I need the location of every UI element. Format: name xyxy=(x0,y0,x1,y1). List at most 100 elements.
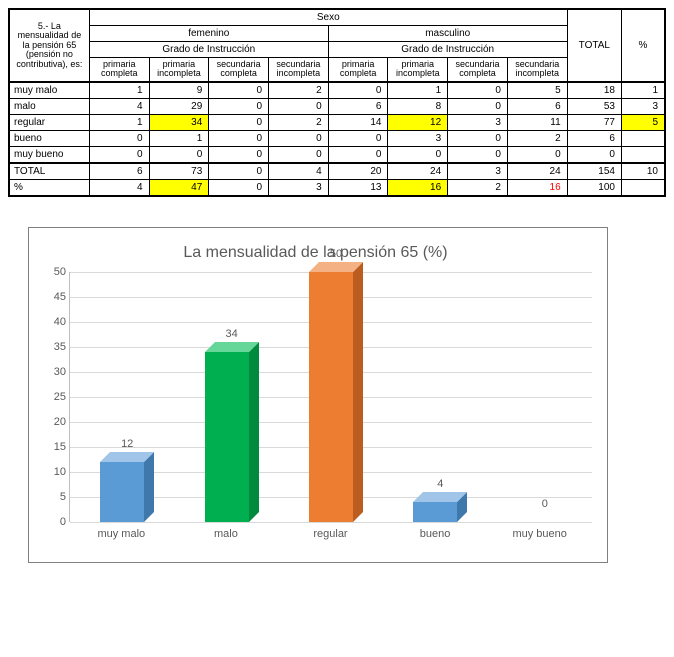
grado-fem: Grado de Instrucción xyxy=(89,42,328,58)
data-cell: 0 xyxy=(448,82,508,99)
x-tick-label: muy bueno xyxy=(508,522,572,552)
x-tick-label: muy malo xyxy=(89,522,153,552)
row-label: bueno xyxy=(9,130,89,146)
x-tick-label: bueno xyxy=(403,522,467,552)
sexo-header: Sexo xyxy=(89,9,567,26)
data-cell: 0 xyxy=(448,98,508,114)
data-cell: 3 xyxy=(448,163,508,180)
data-cell: 29 xyxy=(149,98,209,114)
data-cell: 0 xyxy=(209,98,269,114)
masc-header: masculino xyxy=(328,26,567,42)
row-pct xyxy=(621,130,665,146)
bar: 4 xyxy=(413,502,457,522)
bar-value-label: 12 xyxy=(100,438,154,450)
bar-value-label: 50 xyxy=(309,248,363,260)
y-tick: 20 xyxy=(42,416,66,428)
edu-col-header: primaria completa xyxy=(328,58,388,82)
y-tick: 35 xyxy=(42,341,66,353)
data-cell: 0 xyxy=(209,146,269,163)
y-tick: 45 xyxy=(42,291,66,303)
data-cell: 16 xyxy=(388,179,448,196)
edu-col-header: secundaria incompleta xyxy=(507,58,567,82)
edu-col-header: secundaria completa xyxy=(448,58,508,82)
data-cell: 0 xyxy=(209,163,269,180)
data-cell: 8 xyxy=(388,98,448,114)
x-tick-label: malo xyxy=(194,522,258,552)
data-cell: 14 xyxy=(328,114,388,130)
pct-header: % xyxy=(621,9,665,82)
data-cell: 0 xyxy=(269,146,329,163)
edu-col-header: primaria incompleta xyxy=(388,58,448,82)
data-cell: 4 xyxy=(89,179,149,196)
data-cell: 0 xyxy=(269,98,329,114)
y-tick: 40 xyxy=(42,316,66,328)
row-total: 77 xyxy=(567,114,621,130)
y-tick: 10 xyxy=(42,466,66,478)
data-cell: 1 xyxy=(149,130,209,146)
edu-col-header: primaria incompleta xyxy=(149,58,209,82)
row-pct xyxy=(621,146,665,163)
data-cell: 0 xyxy=(388,146,448,163)
data-cell: 34 xyxy=(149,114,209,130)
data-cell: 0 xyxy=(328,146,388,163)
data-cell: 0 xyxy=(149,146,209,163)
row-pct: 5 xyxy=(621,114,665,130)
y-tick: 30 xyxy=(42,366,66,378)
data-cell: 12 xyxy=(388,114,448,130)
data-cell: 6 xyxy=(507,98,567,114)
bar-value-label: 0 xyxy=(518,498,572,510)
data-cell: 11 xyxy=(507,114,567,130)
edu-col-header: secundaria completa xyxy=(209,58,269,82)
data-cell: 2 xyxy=(269,82,329,99)
row-pct: 10 xyxy=(621,163,665,180)
y-tick: 15 xyxy=(42,441,66,453)
data-cell: 6 xyxy=(89,163,149,180)
data-cell: 2 xyxy=(448,179,508,196)
bar: 34 xyxy=(205,352,249,522)
data-cell: 13 xyxy=(328,179,388,196)
row-pct xyxy=(621,179,665,196)
x-tick-label: regular xyxy=(298,522,362,552)
chart-container: La mensualidad de la pensión 65 (%) 0510… xyxy=(28,227,608,563)
data-cell: 1 xyxy=(388,82,448,99)
data-cell: 0 xyxy=(89,146,149,163)
grado-masc: Grado de Instrucción xyxy=(328,42,567,58)
row-total: 18 xyxy=(567,82,621,99)
data-cell: 1 xyxy=(89,114,149,130)
data-cell: 1 xyxy=(89,82,149,99)
data-cell: 5 xyxy=(507,82,567,99)
edu-col-header: secundaria incompleta xyxy=(269,58,329,82)
chart-plot: 0510152025303540455012345040 muy malomal… xyxy=(69,272,592,552)
fem-header: femenino xyxy=(89,26,328,42)
row-label: % xyxy=(9,179,89,196)
row-total: 6 xyxy=(567,130,621,146)
data-cell: 0 xyxy=(507,146,567,163)
row-label: TOTAL xyxy=(9,163,89,180)
data-cell: 2 xyxy=(507,130,567,146)
data-cell: 73 xyxy=(149,163,209,180)
y-tick: 5 xyxy=(42,491,66,503)
data-cell: 20 xyxy=(328,163,388,180)
data-cell: 9 xyxy=(149,82,209,99)
row-total: 0 xyxy=(567,146,621,163)
data-cell: 0 xyxy=(448,130,508,146)
y-tick: 25 xyxy=(42,391,66,403)
data-cell: 0 xyxy=(209,179,269,196)
row-label: muy malo xyxy=(9,82,89,99)
row-total: 53 xyxy=(567,98,621,114)
row-pct: 1 xyxy=(621,82,665,99)
data-cell: 3 xyxy=(448,114,508,130)
data-cell: 2 xyxy=(269,114,329,130)
data-cell: 0 xyxy=(448,146,508,163)
row-label: malo xyxy=(9,98,89,114)
data-cell: 0 xyxy=(209,130,269,146)
data-cell: 0 xyxy=(269,130,329,146)
data-cell: 4 xyxy=(269,163,329,180)
bar-value-label: 34 xyxy=(205,328,259,340)
row-label: muy bueno xyxy=(9,146,89,163)
data-cell: 24 xyxy=(507,163,567,180)
data-cell: 0 xyxy=(209,82,269,99)
question-cell: 5.- La mensualidad de la pensión 65 (pen… xyxy=(9,9,89,82)
bar-value-label: 4 xyxy=(413,478,467,490)
row-total: 100 xyxy=(567,179,621,196)
